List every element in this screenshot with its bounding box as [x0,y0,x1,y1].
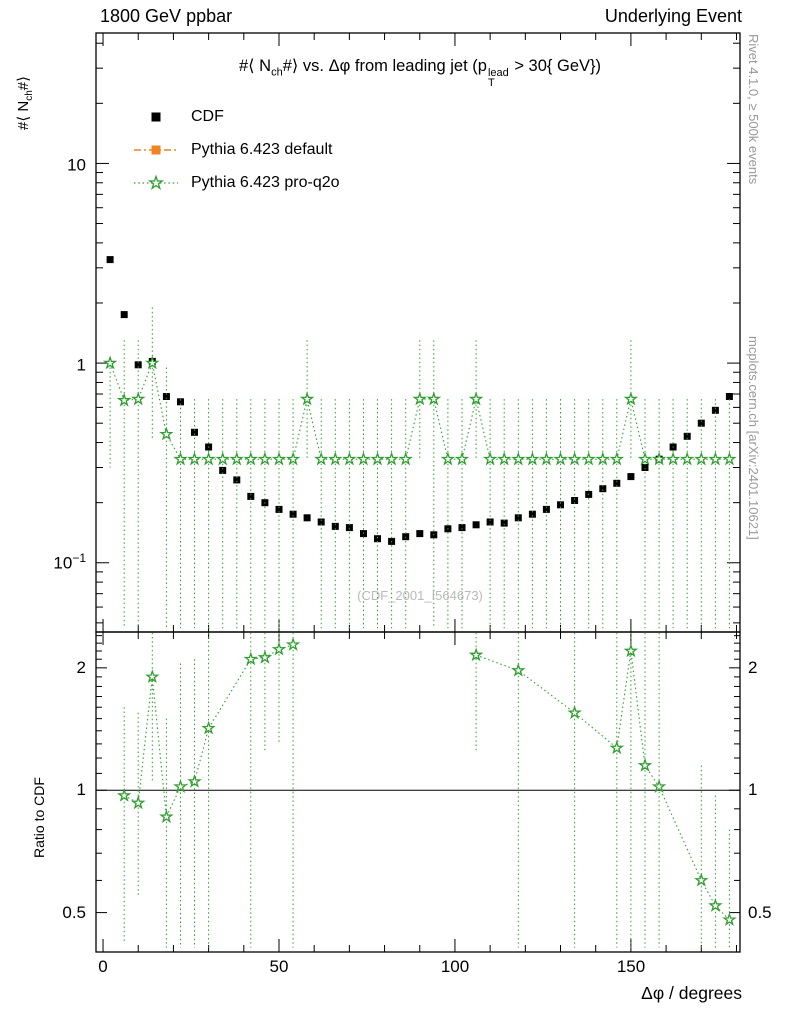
ratio-panel-series [116,632,737,948]
main-ytick-1-base: 1 [76,355,86,375]
main-ytick-1: 1 [28,353,86,376]
main-ytick-10: 10 [28,153,86,176]
y-label-part2: #⟩ [15,76,32,91]
legend: CDF Pythia 6.423 default Pythia 6.423 pr… [133,100,340,199]
legend-label-pythia-proq2o: Pythia 6.423 pro-q2o [191,173,340,191]
x-axis-label: Δφ / degrees [641,983,742,1003]
ratio-ytick-left-1: 1 [76,780,86,799]
legend-entry-pythia-proq2o: Pythia 6.423 pro-q2o [133,166,340,199]
y-label-sub: ch [24,90,35,101]
title-pt-supsub: lead T [487,67,509,89]
xtick-150: 150 [616,957,646,976]
ratio-ytick-left-0p5: 0.5 [62,903,86,922]
y-axis-label: #⟨ Nch#⟩ [14,76,35,130]
ratio-ytick-right-0p5: 0.5 [748,903,772,922]
ratio-ytick-right-1: 1 [748,780,758,799]
xtick-0: 0 [98,957,108,976]
title-part3: > 30{ GeV}) [509,57,602,75]
analysis-watermark: (CDF_2001_I564673) [357,588,483,603]
main-ytick-0p1-exp: −1 [72,551,86,565]
main-ytick-0p1: 10−1 [28,551,86,574]
main-ytick-0p1-base: 10 [53,553,73,573]
legend-label-pythia-default: Pythia 6.423 default [191,140,333,158]
pythia-proq2o-marker-icon [134,173,178,190]
title-pt-sup: lead [487,67,509,79]
title-sub-ch: ch [271,66,283,79]
legend-label-cdf: CDF [191,107,224,125]
main-ytick-10-base: 10 [67,155,86,175]
main-panel-series [102,256,737,629]
title-part2: #⟩ vs. Δφ from leading jet (p [282,57,487,75]
legend-entry-pythia-default: Pythia 6.423 default [133,133,340,166]
cdf-marker-icon [151,112,161,121]
ratio-ytick-left-2: 2 [76,658,86,677]
title-part1: #⟨ N [238,57,272,75]
ratio-ytick-right-2: 2 [748,658,758,677]
header-topic-label: Underlying Event [604,6,742,26]
y-label-part1: #⟨ N [15,100,32,130]
xtick-50: 50 [269,957,289,976]
rivet-version-label: Rivet 4.1.0, ≥ 500k events [746,34,761,185]
pythia-default-marker-icon [134,145,178,154]
legend-entry-cdf: CDF [133,100,340,133]
plot-title: #⟨ Nch#⟩ vs. Δφ from leading jet (p lead T… [150,56,690,89]
mcplots-arxiv-label: mcplots.cern.ch [arXiv:2401.10621] [746,336,761,540]
title-pt-sub: T [487,77,495,89]
panel-frames [95,32,741,953]
header-beam-label: 1800 GeV ppbar [100,6,233,26]
xtick-100: 100 [440,957,470,976]
